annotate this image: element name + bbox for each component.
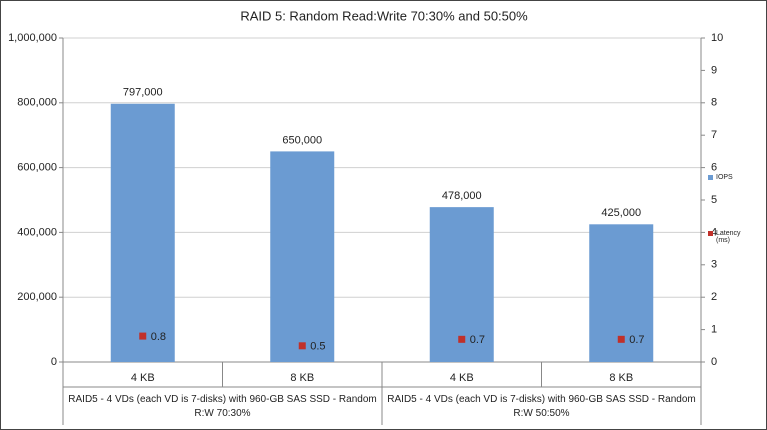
bar xyxy=(110,103,175,362)
marker xyxy=(139,332,147,340)
y2-tick-label: 10 xyxy=(711,32,723,44)
legend-entry: IOPS xyxy=(708,174,763,181)
y-tick-label: 600,000 xyxy=(17,162,57,174)
x-tick-label: 4 KB xyxy=(450,372,474,384)
y2-tick-label: 8 xyxy=(711,97,717,109)
bar xyxy=(270,151,335,362)
x-tick-label: 4 KB xyxy=(131,372,155,384)
y2-tick-label: 2 xyxy=(711,291,717,303)
legend-swatch xyxy=(708,175,713,180)
y2-tick-label: 6 xyxy=(711,162,717,174)
legend-label: Latency (ms) xyxy=(716,230,741,244)
y2-tick-label: 4 xyxy=(711,226,717,238)
legend-entry: Latency (ms) xyxy=(708,230,763,244)
marker xyxy=(298,342,306,350)
data-label: 478,000 xyxy=(442,190,482,202)
group-label: RAID5 - 4 VDs (each VD is 7-disks) with … xyxy=(68,394,377,419)
y2-tick-label: 7 xyxy=(711,129,717,141)
y-tick-label: 800,000 xyxy=(17,97,57,109)
data-label: 0.7 xyxy=(629,334,644,346)
y-tick-label: 0 xyxy=(51,356,57,368)
x-tick-label: 8 KB xyxy=(609,372,633,384)
y2-tick-label: 1 xyxy=(711,324,717,336)
data-label: 425,000 xyxy=(601,207,641,219)
legend-swatch xyxy=(708,231,713,236)
x-tick-label: 8 KB xyxy=(290,372,314,384)
data-label: 0.5 xyxy=(310,341,325,353)
data-label: 0.7 xyxy=(470,334,485,346)
chart-title: RAID 5: Random Read:Write 70:30% and 50:… xyxy=(240,8,528,23)
y2-tick-label: 3 xyxy=(711,259,717,271)
y2-tick-label: 0 xyxy=(711,356,717,368)
data-label: 0.8 xyxy=(151,331,166,343)
y2-tick-label: 9 xyxy=(711,64,717,76)
marker xyxy=(617,335,625,343)
marker xyxy=(458,335,466,343)
y-tick-label: 400,000 xyxy=(17,226,57,238)
data-label: 797,000 xyxy=(123,87,163,99)
group-label: RAID5 - 4 VDs (each VD is 7-disks) with … xyxy=(387,394,696,419)
legend-label: IOPS xyxy=(716,174,733,181)
y-tick-label: 1,000,000 xyxy=(8,32,57,44)
data-label: 650,000 xyxy=(282,134,322,146)
y-tick-label: 200,000 xyxy=(17,291,57,303)
y2-tick-label: 5 xyxy=(711,194,717,206)
